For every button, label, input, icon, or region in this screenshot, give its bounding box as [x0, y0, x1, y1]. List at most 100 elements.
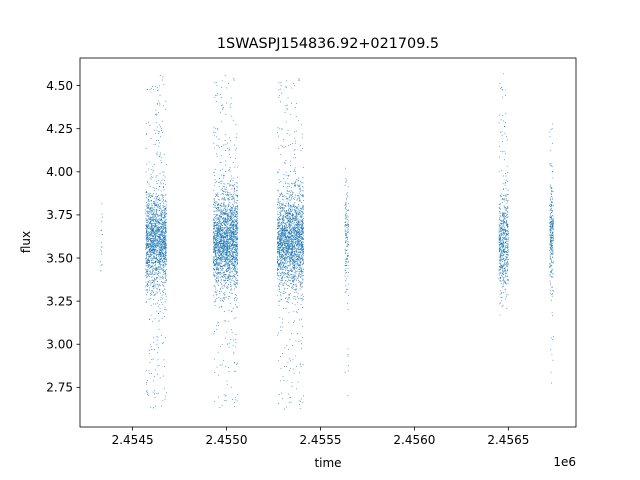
data-point: [230, 224, 232, 226]
data-point: [222, 246, 224, 248]
data-point: [158, 231, 160, 233]
data-point: [214, 301, 215, 303]
data-point: [236, 305, 238, 307]
data-point: [159, 263, 161, 265]
data-point: [161, 230, 163, 232]
data-point: [289, 227, 291, 229]
data-point: [230, 140, 231, 142]
data-point: [220, 245, 222, 247]
data-point: [226, 268, 228, 270]
data-point: [161, 244, 162, 246]
data-point: [217, 235, 219, 236]
data-point: [221, 266, 223, 267]
data-point: [225, 261, 227, 263]
data-point: [221, 230, 223, 232]
data-point: [215, 214, 217, 216]
data-point: [219, 211, 221, 213]
data-point: [217, 209, 219, 211]
data-point: [226, 239, 228, 241]
data-point: [153, 298, 155, 300]
data-point: [213, 210, 215, 212]
data-point: [290, 214, 292, 215]
data-point: [285, 171, 287, 173]
data-point: [221, 255, 223, 256]
data-point: [226, 254, 228, 255]
data-point: [165, 231, 167, 233]
data-point: [292, 238, 294, 240]
data-point: [155, 114, 156, 116]
data-point: [145, 265, 147, 267]
data-point: [217, 93, 218, 95]
data-point: [158, 230, 160, 231]
data-point: [164, 206, 166, 208]
data-point: [298, 79, 299, 81]
data-point: [226, 238, 228, 240]
data-point: [148, 276, 150, 277]
data-point: [148, 281, 150, 283]
data-point: [213, 268, 215, 270]
data-point: [287, 294, 289, 296]
data-point: [150, 229, 152, 231]
data-point: [217, 227, 219, 229]
data-point: [216, 277, 218, 278]
data-point: [219, 277, 221, 279]
data-point: [148, 260, 150, 262]
data-point: [234, 274, 236, 276]
data-point: [230, 215, 232, 217]
data-point: [150, 217, 152, 219]
data-point: [236, 212, 238, 214]
data-point: [153, 227, 155, 229]
data-point: [233, 220, 235, 222]
data-point: [160, 190, 162, 192]
data-point: [158, 392, 159, 394]
data-point: [293, 288, 295, 290]
data-point: [216, 261, 217, 263]
data-point: [151, 246, 153, 248]
data-point: [153, 164, 155, 166]
data-point: [153, 281, 155, 282]
data-point: [289, 254, 291, 256]
data-point: [162, 228, 164, 229]
data-point: [152, 271, 154, 272]
data-point: [151, 249, 153, 251]
data-point: [148, 193, 150, 195]
data-point: [231, 230, 233, 232]
data-point: [233, 225, 235, 226]
data-point: [156, 339, 158, 341]
data-point: [297, 223, 299, 225]
data-point: [154, 236, 156, 238]
data-point: [160, 276, 161, 278]
data-point: [222, 267, 224, 269]
data-point: [153, 274, 155, 275]
data-point: [153, 203, 155, 205]
data-point: [213, 219, 214, 221]
data-point: [158, 267, 160, 269]
data-point: [162, 244, 164, 246]
data-point: [237, 247, 238, 249]
data-point: [218, 296, 220, 298]
data-point: [149, 238, 151, 239]
data-point: [217, 263, 219, 265]
data-point: [225, 237, 227, 238]
data-point: [161, 128, 163, 130]
data-point: [164, 288, 166, 290]
data-point: [154, 215, 156, 216]
data-point: [214, 288, 216, 290]
data-point: [294, 304, 296, 306]
data-point: [236, 282, 238, 284]
data-point: [216, 194, 217, 196]
data-point: [156, 219, 158, 221]
data-point: [214, 242, 216, 243]
data-point: [145, 224, 147, 226]
data-point: [290, 282, 291, 284]
data-point: [222, 193, 223, 195]
data-point: [236, 218, 238, 220]
data-point: [147, 290, 149, 292]
data-point: [154, 253, 156, 255]
data-point: [230, 221, 232, 223]
data-point: [162, 239, 164, 241]
data-point: [163, 196, 164, 198]
data-point: [157, 248, 159, 250]
data-point: [163, 237, 165, 239]
data-point: [149, 254, 151, 256]
